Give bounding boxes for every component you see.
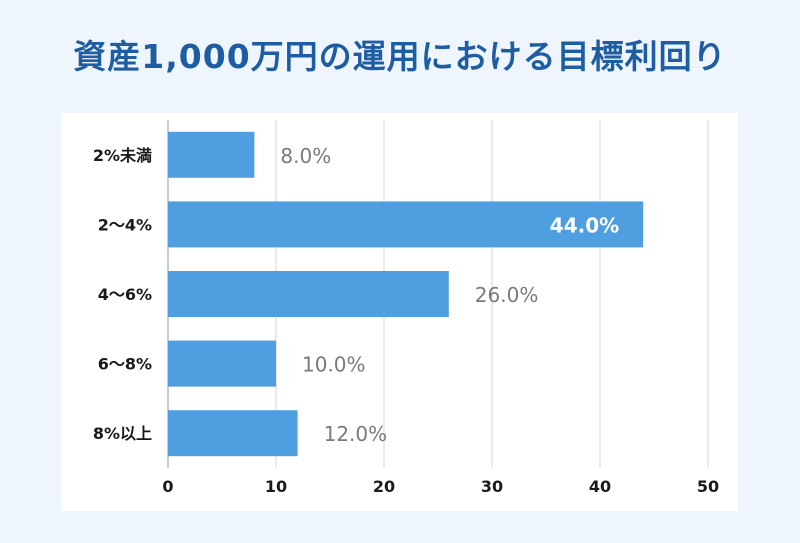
category-label: 2〜4% xyxy=(98,215,152,234)
category-label: 4〜6% xyxy=(98,285,152,304)
data-label: 26.0% xyxy=(475,283,539,307)
bar xyxy=(168,271,449,317)
data-label: 10.0% xyxy=(302,353,366,377)
x-tick-label: 0 xyxy=(162,477,173,496)
bar xyxy=(168,340,276,387)
data-label: 12.0% xyxy=(324,422,388,446)
x-tick-label: 30 xyxy=(481,477,503,496)
x-tick-label: 50 xyxy=(697,477,719,496)
data-label: 44.0% xyxy=(550,213,619,237)
x-tick-label: 20 xyxy=(373,477,395,496)
category-label: 6〜8% xyxy=(98,355,152,374)
bar xyxy=(168,201,644,248)
x-tick-label: 40 xyxy=(589,477,611,496)
category-label: 8%以上 xyxy=(93,424,152,443)
data-label: 8.0% xyxy=(280,144,331,168)
category-label: 2%未満 xyxy=(93,146,152,165)
bar xyxy=(168,410,298,457)
chart-title: 資産1,000万円の運用における目標利回り xyxy=(73,37,727,76)
bar xyxy=(168,131,255,178)
x-tick-label: 10 xyxy=(265,477,287,496)
